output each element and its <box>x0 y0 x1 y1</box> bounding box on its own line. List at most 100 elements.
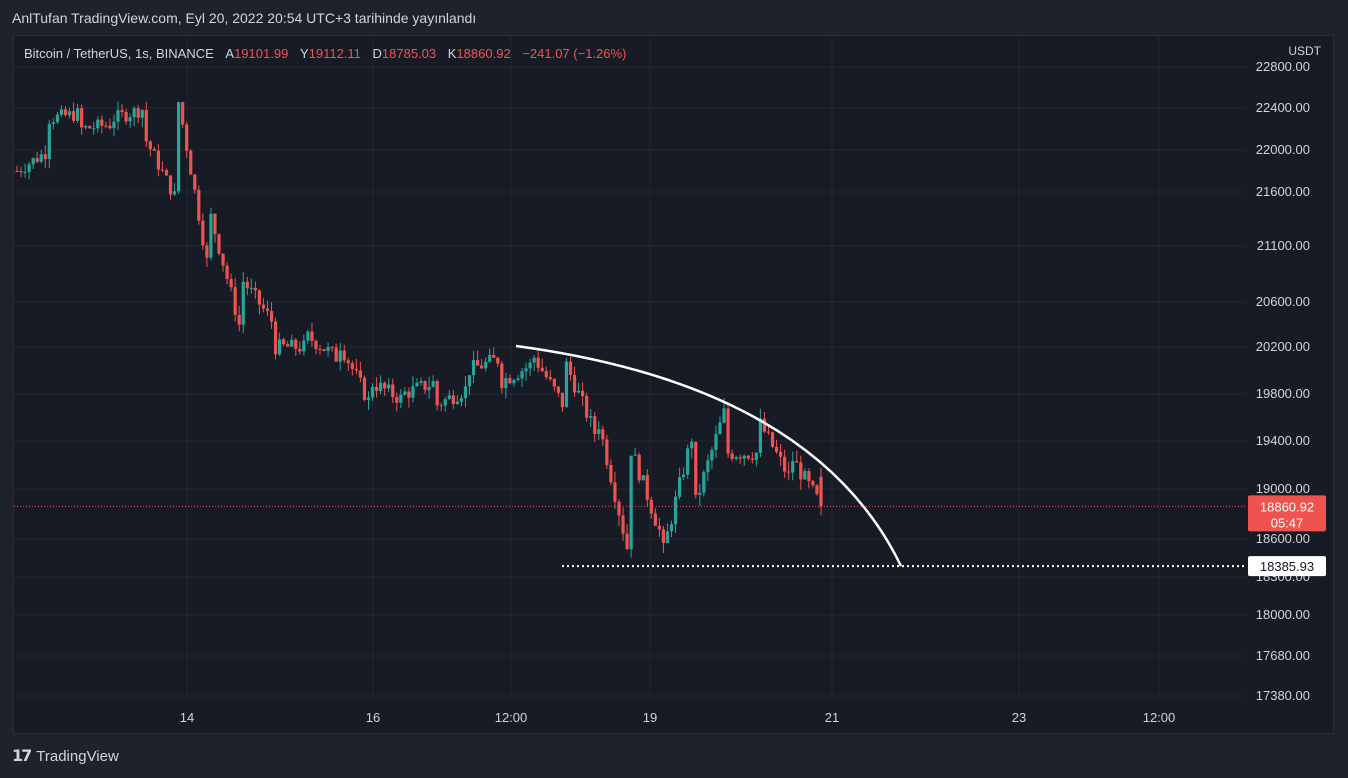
candle-body <box>746 455 750 459</box>
candle-body <box>467 375 472 387</box>
currency-label[interactable]: USDT <box>1288 44 1321 58</box>
candle-body <box>698 492 702 495</box>
symbol-title[interactable]: Bitcoin / TetherUS, 1s, BINANCE <box>24 46 214 61</box>
candle-body <box>447 395 451 400</box>
candle-body <box>496 357 500 364</box>
candle-body <box>362 377 367 400</box>
candle-body <box>609 465 613 483</box>
candle-body <box>742 455 746 459</box>
candle-body <box>47 124 51 160</box>
candle-body <box>710 449 714 461</box>
tradingview-logo[interactable]: 𝟭𝟳 TradingView <box>12 746 119 766</box>
candle-body <box>411 386 415 398</box>
candle-body <box>346 360 350 364</box>
candle-body <box>278 339 282 355</box>
candle-body <box>766 431 771 433</box>
candle-body <box>673 496 678 525</box>
candle-body <box>55 114 60 123</box>
candle-body <box>419 380 423 383</box>
candle-body <box>665 531 670 543</box>
candle-body <box>718 422 722 435</box>
candle-body <box>621 515 625 534</box>
candle-body <box>532 357 536 363</box>
candle-body <box>524 368 528 372</box>
y-tick-label: 18000.00 <box>1256 607 1310 622</box>
candle-body <box>116 110 120 122</box>
candle-body <box>379 382 383 392</box>
candle-body <box>63 109 68 116</box>
candle-body <box>803 471 807 480</box>
candle-body <box>399 394 403 403</box>
candle-body <box>302 340 306 352</box>
candle-body <box>629 455 633 550</box>
candle-body <box>395 396 399 403</box>
chart-panel[interactable]: 22800.00 22400.00 22000.00 21600.00 21100.00… <box>13 35 1334 734</box>
candle-body <box>677 477 682 497</box>
candle-body <box>459 398 464 402</box>
candle-body <box>120 110 124 113</box>
candle-body <box>213 213 217 235</box>
x-tick-label: 21 <box>825 710 839 725</box>
candle-body <box>484 361 488 369</box>
candle-body <box>67 111 72 116</box>
y-tick-label: 22800.00 <box>1256 59 1310 74</box>
candle-body <box>221 253 225 266</box>
candle-body <box>358 370 363 378</box>
close-label: K <box>447 46 457 61</box>
candle-body <box>455 401 459 404</box>
candle-body <box>706 460 710 473</box>
candle-body <box>750 458 754 460</box>
candle-body <box>193 174 197 190</box>
candle-body <box>415 382 419 387</box>
high-value: 19112.11 <box>308 46 361 61</box>
candle-body <box>617 501 621 516</box>
y-tick-label: 19800.00 <box>1256 386 1310 401</box>
candle-body <box>310 331 314 341</box>
candle-body <box>641 475 645 481</box>
candle-body <box>770 432 775 447</box>
candle-body <box>451 395 455 404</box>
candle-body <box>19 171 23 173</box>
candle-body <box>653 513 657 526</box>
y-tick-label: 21100.00 <box>1257 238 1310 253</box>
candle-body <box>407 391 411 398</box>
candle-body <box>185 124 189 151</box>
candle-body <box>504 378 508 389</box>
candle-body <box>330 347 334 349</box>
candle-body <box>661 529 666 543</box>
candle-body <box>819 476 823 507</box>
candle-body <box>548 377 552 380</box>
candle-body <box>172 191 177 195</box>
candle-body <box>690 441 694 449</box>
last-price-tag <box>1248 495 1326 532</box>
candle-body <box>722 408 726 423</box>
candle-body <box>657 525 661 530</box>
candle-body <box>552 379 556 387</box>
candlestick-chart[interactable]: 22800.00 22400.00 22000.00 21600.00 21100.00… <box>14 36 1334 734</box>
candle-body <box>197 189 201 221</box>
candle-body <box>104 125 108 127</box>
candle-body <box>148 141 152 150</box>
x-tick-label: 12:00 <box>495 710 528 725</box>
candle-body <box>217 234 221 254</box>
candle-body <box>96 119 100 129</box>
low-value: 18785.03 <box>381 46 437 61</box>
candle-body <box>540 367 544 372</box>
candle-body <box>164 170 169 176</box>
candle-body <box>261 304 266 309</box>
candle-body <box>51 122 55 125</box>
candle-body <box>637 454 641 481</box>
candle-body <box>475 360 480 366</box>
candle-body <box>237 314 241 325</box>
candle-body <box>795 461 799 463</box>
candle-body <box>326 347 330 351</box>
candle-body <box>92 128 96 130</box>
candle-body <box>431 381 435 387</box>
candle-body <box>334 347 338 362</box>
candle-body <box>791 461 795 473</box>
candle-body <box>807 471 811 482</box>
candle-body <box>294 339 298 349</box>
last-price-tag-countdown: 05:47 <box>1271 515 1304 530</box>
candle-body <box>128 117 132 122</box>
candle-body <box>572 374 577 393</box>
